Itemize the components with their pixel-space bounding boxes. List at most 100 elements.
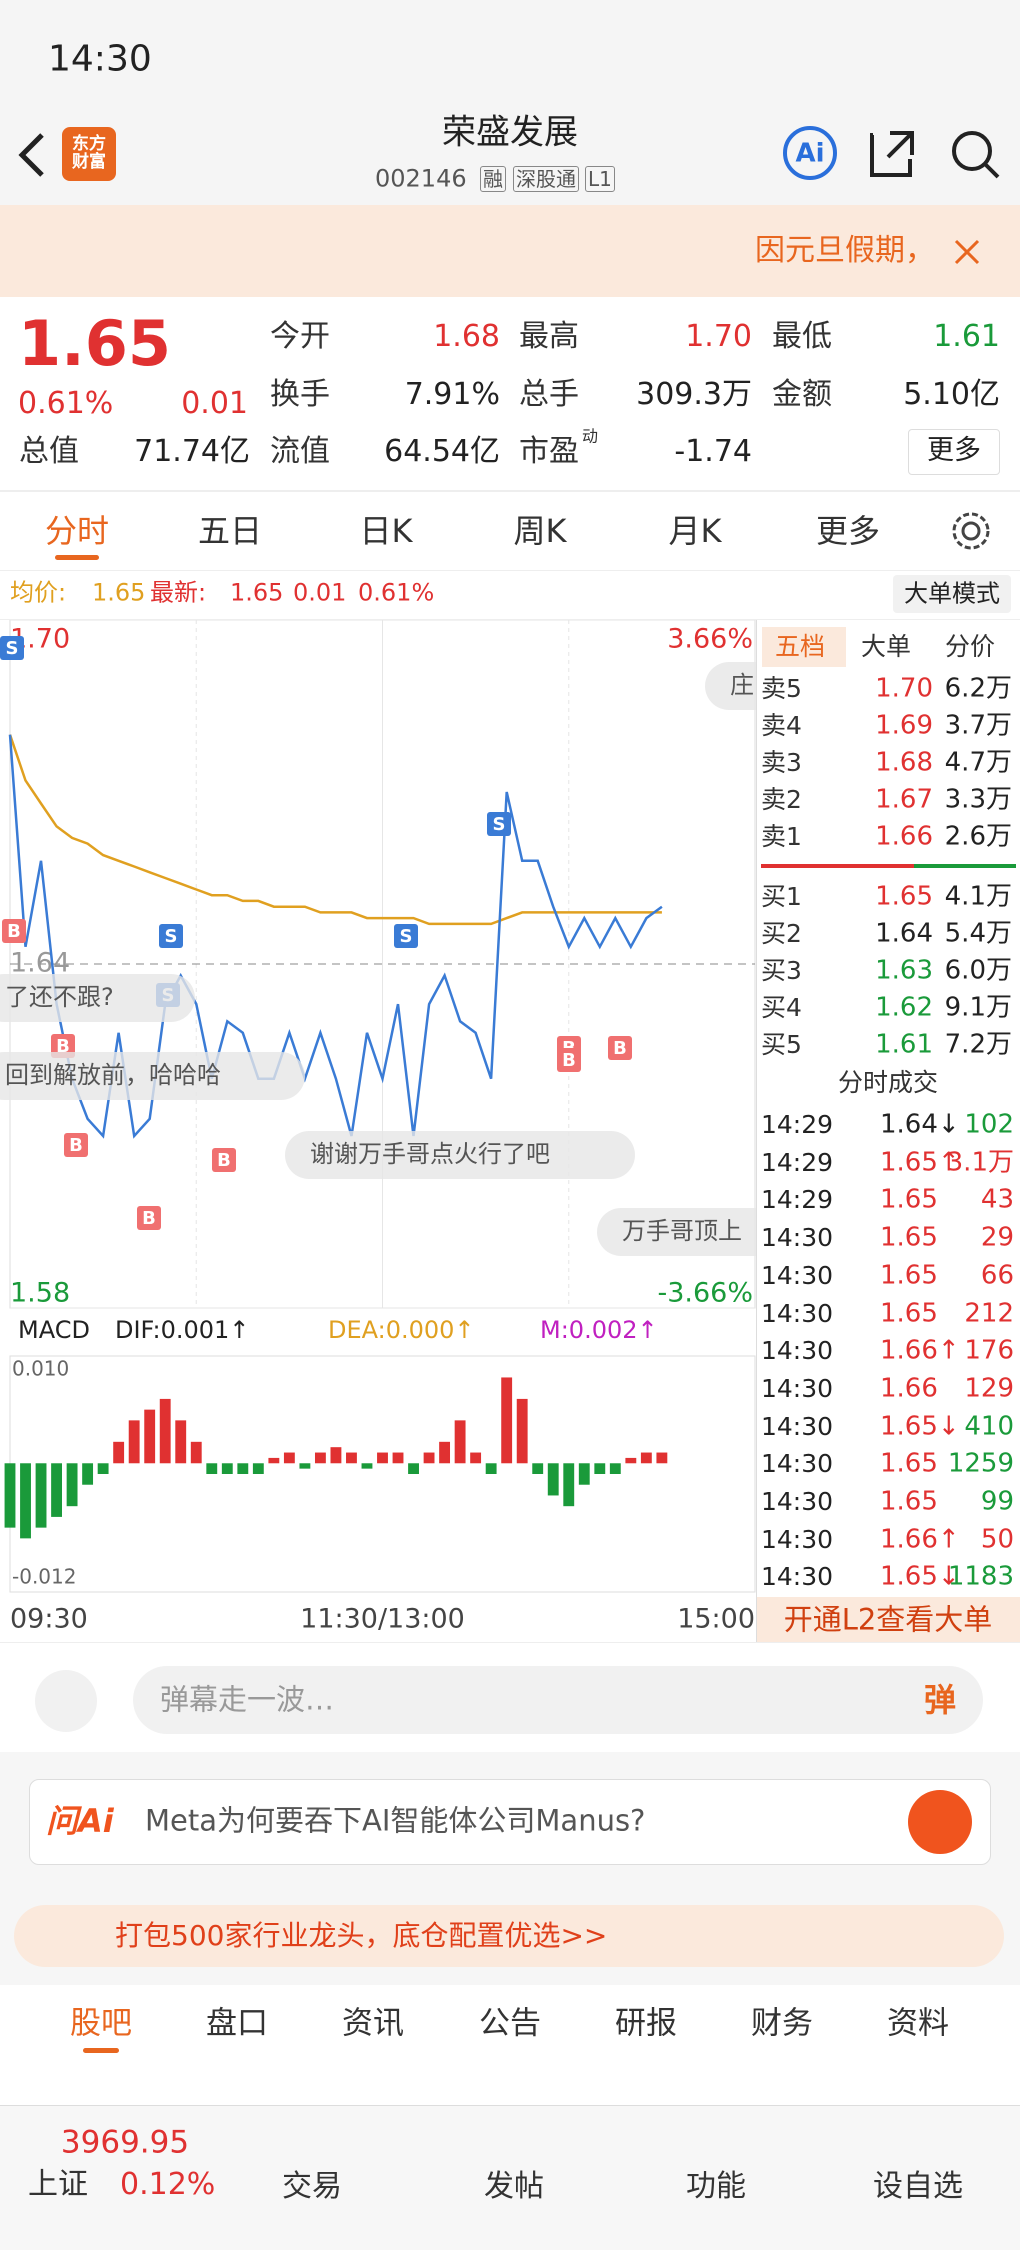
index-name: 上证 — [28, 2167, 88, 2202]
bottom-tab[interactable]: 股吧 — [70, 2005, 132, 2042]
tab[interactable]: 分时 — [44, 511, 110, 550]
trade-price: 1.65 — [880, 1448, 938, 1479]
ad-text[interactable]: 打包500家行业龙头，底仓配置优选>> — [115, 1919, 608, 1953]
ai-box[interactable] — [29, 1779, 991, 1865]
trade-price: 1.65↑ — [880, 1147, 960, 1178]
trade-vol: 50 — [980, 1524, 1014, 1555]
trade-price: 1.65↓ — [880, 1561, 960, 1592]
bottom-tab[interactable]: 资讯 — [342, 2005, 404, 2042]
ad-bar[interactable] — [14, 1905, 1004, 1967]
bottom-tab[interactable]: 公告 — [479, 2005, 541, 2042]
back-icon[interactable] — [14, 130, 50, 180]
settings-icon[interactable] — [950, 510, 992, 552]
macd-bar — [516, 1398, 528, 1464]
tab[interactable]: 周K — [513, 511, 567, 550]
book-vol: 3.3万 — [944, 784, 1012, 815]
trade-vol: 29 — [980, 1222, 1014, 1253]
trade-time: 14:30 — [761, 1449, 834, 1479]
trade-time: 14:30 — [761, 1223, 834, 1253]
macd-bar — [97, 1463, 109, 1474]
logo[interactable] — [62, 127, 116, 181]
trades-title: 分时成交 — [837, 1068, 939, 1097]
y2-tick-label: -3.66% — [657, 1278, 753, 1309]
book-name: 卖4 — [761, 711, 802, 740]
book-vol: 9.1万 — [944, 992, 1012, 1023]
header-icons[interactable]: Ai — [780, 123, 1010, 183]
nav-item[interactable]: 功能 — [686, 2169, 746, 2204]
field-label: 总手 — [519, 377, 579, 412]
l2-banner[interactable] — [757, 1597, 1020, 1642]
book-price: 1.68 — [875, 747, 933, 778]
nav-item[interactable]: 发帖 — [484, 2169, 544, 2204]
book-tab[interactable]: 大单 — [860, 632, 912, 661]
tab[interactable]: 更多 — [815, 511, 881, 550]
book-tab[interactable]: 五档 — [774, 632, 826, 661]
book-vol: 4.7万 — [944, 747, 1012, 778]
book-price: 1.65 — [875, 881, 933, 912]
l2[interactable]: 开通L2查看大单 — [783, 1602, 993, 1637]
field-label: 换手 — [270, 377, 330, 412]
bottom-tab[interactable]: 研报 — [615, 2005, 677, 2042]
macd-bar — [408, 1463, 419, 1474]
trade-time: 14:30 — [761, 1562, 834, 1592]
trade-time: 14:30 — [761, 1336, 834, 1366]
status-time: 14:30 — [48, 38, 152, 80]
bottom-tab[interactable]: 资料 — [887, 2005, 949, 2042]
field-label: 最高 — [519, 319, 579, 354]
macd-bar — [392, 1452, 404, 1464]
tab[interactable]: 月K — [668, 511, 722, 550]
more-button[interactable] — [908, 429, 1000, 475]
book-name: 买3 — [761, 956, 802, 985]
field-label: 流值 — [270, 434, 330, 469]
marker-box — [608, 1036, 632, 1060]
bottom-tab[interactable]: 财务 — [751, 2005, 813, 2042]
nav-item[interactable]: 交易 — [282, 2169, 342, 2204]
macd-bar — [51, 1463, 62, 1517]
field-value: 1.68 — [433, 319, 500, 354]
danmu-button[interactable]: 弹 — [923, 1680, 957, 1719]
macd-frame — [9, 1355, 756, 1593]
danmaku-bubble — [705, 662, 756, 710]
bottom-tab[interactable]: 盘口 — [206, 2005, 268, 2042]
ai-go[interactable] — [908, 1790, 972, 1854]
trade-price: 1.65 — [880, 1222, 938, 1253]
book-name: 买2 — [761, 919, 802, 948]
trade-time: 14:30 — [761, 1298, 834, 1328]
ai-text[interactable]: Meta为何要吞下AI智能体公司Manus? — [145, 1803, 646, 1838]
book-price: 1.67 — [875, 784, 933, 815]
marker-box — [487, 812, 511, 836]
svg-text:Ai: Ai — [795, 139, 824, 169]
trade-vol: 102 — [964, 1109, 1014, 1140]
trade-price: 1.65↓ — [880, 1411, 960, 1441]
macd-bar — [283, 1452, 295, 1464]
title: 荣盛发展 — [442, 112, 578, 153]
trade-price: 1.66↑ — [880, 1335, 960, 1366]
danmu-icon[interactable] — [35, 1670, 97, 1732]
y-tick-label: 1.64 — [10, 948, 70, 979]
tab-underline — [55, 555, 99, 560]
close-icon[interactable] — [953, 238, 981, 266]
macd-bar — [423, 1452, 435, 1464]
danmu-input[interactable] — [133, 1666, 983, 1734]
book-price: 1.69 — [875, 710, 933, 741]
macd-bar — [594, 1463, 606, 1474]
book-tab[interactable]: 分价 — [944, 632, 996, 661]
danmaku-bubble — [0, 1052, 305, 1100]
mode-button[interactable] — [893, 575, 1011, 613]
marker-box — [557, 1048, 581, 1072]
marker-label: B — [7, 921, 21, 942]
mode[interactable]: 大单模式 — [904, 579, 1000, 608]
book-price: 1.63 — [875, 955, 933, 986]
tab[interactable]: 五日 — [197, 511, 263, 550]
danmaku-bubble — [0, 974, 195, 1022]
more[interactable]: 更多 — [927, 434, 981, 466]
trade-time: 14:29 — [761, 1185, 834, 1215]
book-name: 买1 — [761, 882, 802, 911]
book-tab-active[interactable] — [762, 627, 846, 667]
change: 0.01 — [181, 386, 248, 421]
nav-item[interactable]: 设自选 — [873, 2169, 963, 2204]
trade-vol: 99 — [980, 1486, 1014, 1517]
field-value: 1.61 — [933, 319, 1000, 354]
tab[interactable]: 日K — [359, 511, 413, 550]
